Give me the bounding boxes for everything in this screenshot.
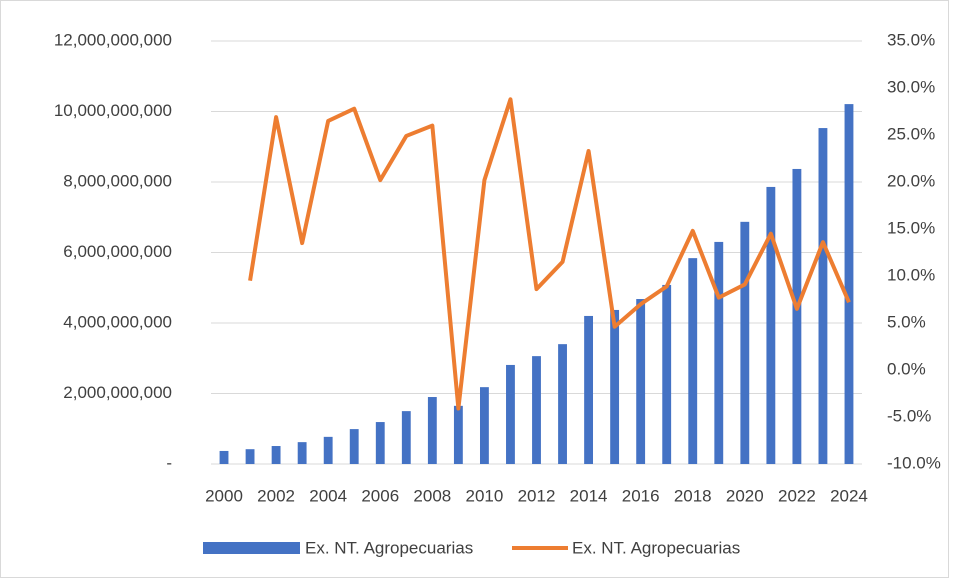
y2-tick-label: 25.0% [887,124,935,143]
bar [323,436,333,464]
bar [662,284,672,464]
bar [271,446,281,464]
y-tick-label: 6,000,000,000 [63,242,172,261]
bar [844,104,854,464]
x-tick-label: 2014 [570,486,608,505]
x-tick-label: 2008 [413,486,451,505]
y2-tick-label: 5.0% [887,312,926,331]
bar [714,241,724,464]
y-tick-label: 12,000,000,000 [54,30,172,49]
x-tick-label: 2000 [205,486,243,505]
y2-tick-label: 15.0% [887,218,935,237]
bar [245,449,255,464]
y2-tick-label: 20.0% [887,171,935,190]
bar [401,411,411,464]
bar [792,168,802,464]
bar [818,128,828,464]
y-tick-label: - [166,453,172,472]
bar [558,344,567,464]
bar [375,422,385,464]
y-tick-label: 2,000,000,000 [63,383,172,402]
line [248,97,851,411]
x-tick-label: 2016 [622,486,660,505]
bar [453,405,463,464]
bar [349,429,359,464]
bar [610,309,620,464]
y-tick-label: 10,000,000,000 [54,101,172,120]
y2-tick-label: -5.0% [887,406,931,425]
bar [584,315,594,464]
y2-tick-label: 10.0% [887,265,935,284]
bar [427,397,437,464]
bar [219,450,229,464]
x-tick-label: 2006 [361,486,399,505]
y2-tick-label: 0.0% [887,359,926,378]
x-tick-label: 2024 [830,486,868,505]
bar [636,299,646,464]
y-tick-label: 4,000,000,000 [63,312,172,331]
x-tick-label: 2022 [778,486,816,505]
y-tick-label: 8,000,000,000 [63,171,172,190]
bar [297,442,307,464]
bar [740,221,750,464]
y2-tick-label: 30.0% [887,77,935,96]
x-tick-label: 2010 [466,486,504,505]
legend-swatch [203,542,300,554]
x-tick-label: 2002 [257,486,295,505]
legend-label: Ex. NT. Agropecuarias [305,538,473,557]
x-tick-label: 2020 [726,486,764,505]
y2-tick-label: -10.0% [887,453,941,472]
bar [479,387,489,464]
bar [688,258,698,464]
bar [532,356,541,464]
legend-label: Ex. NT. Agropecuarias [572,538,740,557]
x-tick-label: 2012 [518,486,556,505]
x-tick-label: 2018 [674,486,712,505]
bar [506,364,515,464]
bar [766,186,776,464]
x-tick-label: 2004 [309,486,347,505]
y2-tick-label: 35.0% [887,30,935,49]
